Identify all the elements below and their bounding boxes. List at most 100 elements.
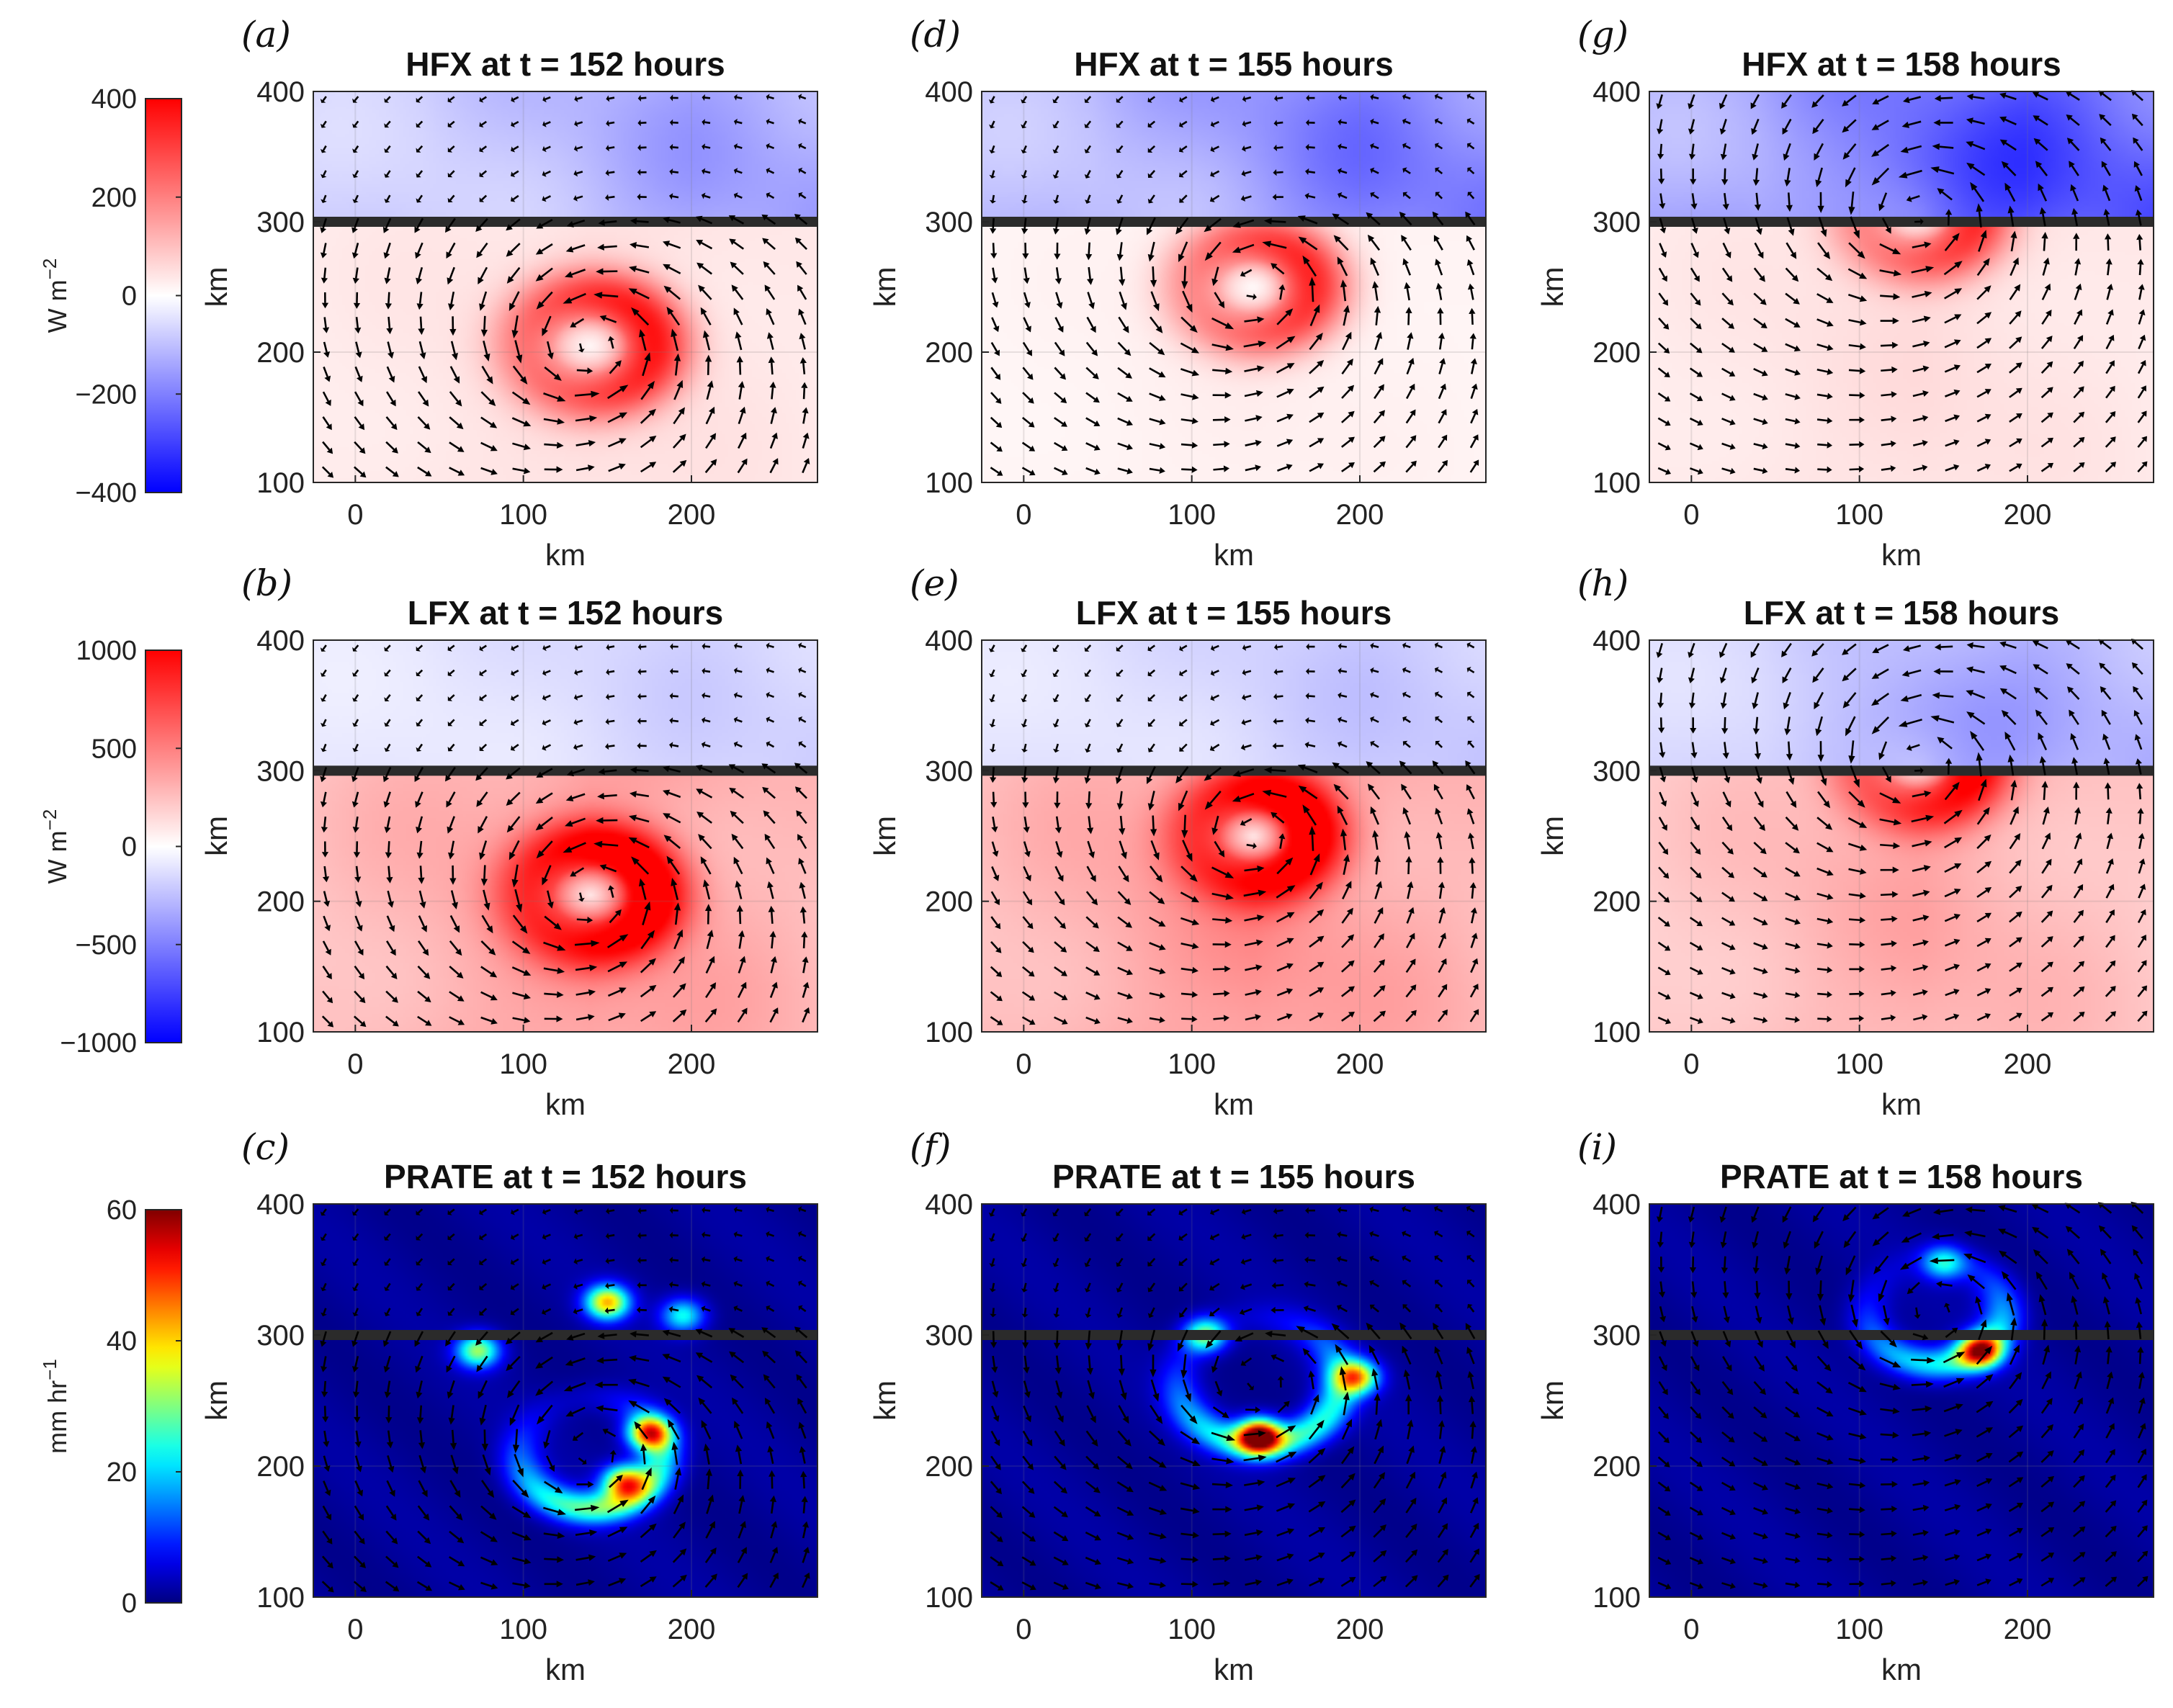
quiver-arrowhead (352, 1312, 359, 1317)
quiver-arrowhead (1892, 1361, 1901, 1368)
quiver-arrowhead (1303, 1305, 1309, 1312)
quiver-arrow (769, 644, 774, 649)
quiver-arrowhead (666, 855, 674, 864)
quiver-arrowhead (1893, 819, 1902, 826)
quiver-arrow (1754, 1231, 1760, 1244)
quiver-arrowhead (1338, 192, 1343, 199)
quiver-arrowhead (696, 1375, 704, 1383)
quiver-arrow (1245, 467, 1256, 472)
quiver-arrow (1117, 891, 1128, 902)
quiver-arrowhead (323, 351, 331, 358)
quiver-arrow (323, 817, 327, 827)
quiver-arrow (1054, 145, 1059, 151)
quiver-arrowhead (671, 878, 678, 886)
quiver-arrow (1438, 1426, 1443, 1439)
quiver-arrowhead (1271, 1282, 1276, 1289)
quiver-arrow (1753, 866, 1764, 875)
quiver-arrow (1086, 1257, 1091, 1265)
quiver-arrow (1116, 1481, 1129, 1490)
quiver-arrow (673, 336, 679, 351)
quiver-arrow (1945, 1556, 1955, 1561)
x-tick-label: 0 (1683, 1614, 1699, 1645)
quiver-arrow (1303, 1329, 1319, 1339)
quiver-arrowhead (542, 670, 547, 676)
quiver-arrow (2007, 737, 2016, 751)
quiver-arrow (546, 890, 552, 903)
quiver-arrowhead (490, 1535, 498, 1542)
quiver-arrowhead (619, 1527, 628, 1534)
quiver-arrow (1976, 466, 1987, 472)
quiver-arrow (1182, 290, 1191, 306)
quiver-arrow (1209, 767, 1222, 778)
quiver-arrow (768, 1426, 775, 1439)
quiver-arrow (2008, 1429, 2020, 1439)
quiver-arrowhead (1054, 278, 1062, 284)
quiver-arrow (1945, 991, 1955, 997)
quiver-arrow (1912, 293, 1926, 298)
quiver-arrowhead (1192, 1556, 1199, 1563)
quiver-arrowhead (1317, 961, 1325, 968)
quiver-arrowhead (1984, 285, 1991, 293)
quiver-arrowhead (1240, 195, 1246, 202)
quiver-arrowhead (2035, 161, 2043, 168)
quiver-arrow (2010, 238, 2015, 252)
quiver-arrowhead (2079, 436, 2085, 444)
quiver-arrow (1752, 94, 1760, 105)
quiver-arrowhead (542, 145, 547, 153)
quiver-arrow (449, 719, 455, 725)
quiver-arrow (1976, 812, 1986, 825)
quiver-arrow (480, 1258, 488, 1264)
quiver-arrow (323, 194, 327, 201)
quiver-arrowhead (798, 1231, 802, 1237)
quiver-arrowhead (1729, 968, 1736, 975)
quiver-arrow (541, 1404, 553, 1419)
quiver-arrowhead (2013, 1344, 2020, 1353)
quiver-arrowhead (735, 880, 742, 888)
boundary-line (313, 217, 817, 227)
quiver-arrowhead (702, 716, 706, 724)
quiver-arrowhead (733, 307, 740, 315)
quiver-arrow (2137, 1013, 2145, 1022)
quiver-arrowhead (1053, 199, 1059, 204)
quiver-arrow (2008, 1504, 2019, 1512)
quiver-arrow (480, 1556, 493, 1563)
quiver-arrowhead (1333, 783, 1341, 792)
quiver-arrow (1755, 192, 1759, 205)
quiver-arrow (2005, 1277, 2017, 1290)
quiver-arrow (1118, 1282, 1124, 1290)
quiver-arrowhead (1878, 203, 1885, 212)
quiver-arrowhead (649, 436, 657, 443)
quiver-arrowhead (419, 902, 426, 909)
quiver-arrowhead (1693, 275, 1700, 282)
quiver-arrow (1470, 963, 1477, 974)
quiver-arrowhead (1180, 1370, 1188, 1379)
quiver-arrowhead (740, 981, 747, 989)
quiver-arrowhead (1232, 221, 1241, 228)
quiver-arrowhead (597, 1332, 605, 1339)
quiver-arrowhead (2141, 1525, 2148, 1532)
quiver-arrow (1308, 194, 1316, 199)
quiver-arrow (1245, 1556, 1257, 1561)
quiver-arrowhead (1954, 288, 1963, 295)
quiver-arrowhead (994, 899, 1000, 906)
quiver-arrow (418, 292, 423, 304)
quiver-arrow (1149, 992, 1160, 997)
quiver-arrow (385, 120, 391, 126)
quiver-arrowhead (1272, 742, 1276, 750)
quiver-arrowhead (416, 1417, 424, 1424)
quiver-arrow (601, 294, 619, 298)
quiver-arrowhead (1346, 907, 1353, 915)
quiver-arrow (1087, 1307, 1091, 1315)
quiver-arrowhead (761, 763, 769, 770)
quiver-arrow (1152, 266, 1155, 281)
quiver-arrowhead (1366, 1322, 1374, 1331)
quiver-arrow (1340, 262, 1348, 277)
quiver-arrowhead (452, 353, 458, 361)
quiver-arrow (990, 416, 999, 426)
quiver-arrow (1407, 1426, 1412, 1439)
quiver-arrowhead (1759, 824, 1765, 831)
quiver-arrowhead (1094, 1558, 1101, 1565)
